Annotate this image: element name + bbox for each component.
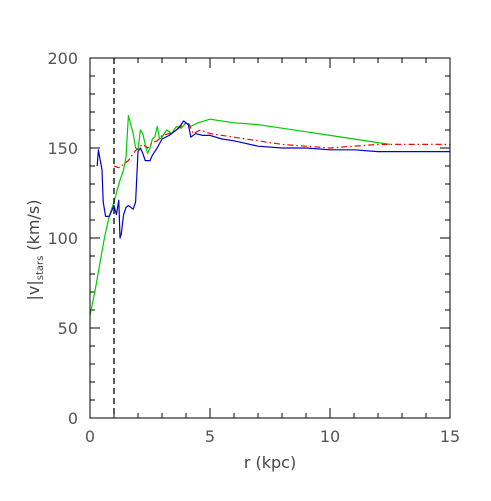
y-tick-label: 0 (68, 409, 78, 428)
x-tick-label: 15 (440, 427, 460, 446)
y-axis-label-units: (km/s) (24, 200, 43, 256)
y-axis-label-main: |v| (24, 280, 43, 300)
series-line-3 (96, 120, 450, 239)
series-line-2 (113, 122, 450, 169)
y-axis-label-subscript: stars (35, 256, 46, 281)
x-axis-label: r (kpc) (244, 453, 296, 472)
y-tick-label: 100 (47, 229, 78, 248)
series-line-1 (89, 115, 391, 316)
major-ticks (89, 57, 451, 419)
y-tick-label: 150 (47, 139, 78, 158)
x-tick-label: 0 (85, 427, 95, 446)
x-tick-label: 5 (205, 427, 215, 446)
y-tick-label: 200 (47, 49, 78, 68)
y-tick-label: 50 (58, 319, 78, 338)
x-tick-label: 10 (320, 427, 340, 446)
plot-frame (89, 57, 451, 419)
y-axis-label: |v|stars (km/s) (24, 200, 46, 301)
minor-ticks (89, 57, 451, 419)
series-layer (89, 115, 450, 316)
